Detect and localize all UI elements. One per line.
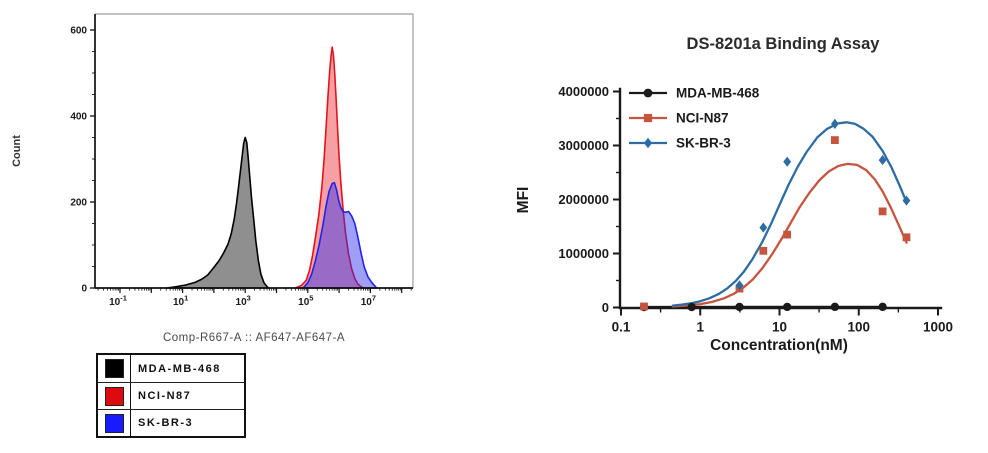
data-point-mda-mb-468 <box>687 302 696 312</box>
data-point-sk-br-3 <box>902 195 911 206</box>
legend-row: MDA-MB-468 <box>98 355 244 382</box>
histogram-areas <box>166 46 378 289</box>
legend-label-nci-n87: NCI-N87 <box>676 111 729 126</box>
data-point-nci-n87 <box>830 136 839 144</box>
data-point-nci-n87 <box>759 246 768 255</box>
legend-marker-nci-n87 <box>643 113 653 123</box>
x-tick-label: 10-1 <box>109 294 127 309</box>
histogram-area-sk-br-3 <box>302 181 378 289</box>
histogram-area-nci-n87 <box>294 46 365 289</box>
y-tick-label: 400 <box>70 112 87 123</box>
legend-label-mda-mb-468: MDA-MB-468 <box>138 362 221 375</box>
plot-frame <box>95 13 414 288</box>
left-x-axis-label: Comp-R667-A :: AF647-AF647-A <box>163 332 345 344</box>
y-tick-label: 3000000 <box>558 138 609 153</box>
legend-row: SK-BR-3 <box>98 409 244 436</box>
x-tick-label: 103 <box>236 294 251 309</box>
legend-swatch-mda-mb-468 <box>104 359 124 378</box>
flow-legend: MDA-MB-468 NCI-N87 SK-BR-3 <box>96 353 246 438</box>
data-point-sk-br-3 <box>783 156 792 167</box>
data-point-mda-mb-468 <box>830 302 840 312</box>
legend-label-mda-mb-468: MDA-MB-468 <box>676 86 760 101</box>
data-point-nci-n87 <box>878 207 887 216</box>
legend-swatch-sk-br-3 <box>104 413 124 433</box>
flow-histogram-chart: 0 200 400 600 10-1 101 103 105 107 Count Comp-R6… <box>11 13 414 344</box>
binding-assay-chart: DS-8201a Binding Assay 0 1000000 2000000 30… <box>515 35 953 354</box>
assay-legend: MDA-MB-468 NCI-N87 SK-BR-3 <box>629 86 760 151</box>
x-tick-label: 1 <box>696 320 704 335</box>
legend-label-sk-br-3: SK-BR-3 <box>138 417 194 429</box>
data-point-mda-mb-468 <box>782 302 792 312</box>
assay-points <box>639 118 911 312</box>
x-tick-label: 1000 <box>923 320 953 335</box>
data-point-sk-br-3 <box>878 154 887 166</box>
x-tick-label: 0.1 <box>612 320 631 335</box>
legend-label-sk-br-3: SK-BR-3 <box>676 136 731 151</box>
x-tick-label: 107 <box>361 294 376 309</box>
legend-label-nci-n87: NCI-N87 <box>138 390 192 402</box>
x-tick-label: 105 <box>298 294 313 309</box>
data-point-nci-n87 <box>902 233 911 242</box>
y-tick-label: 0 <box>81 284 87 295</box>
x-tick-label: 101 <box>173 294 188 309</box>
fit-curve-sk-br-3 <box>671 121 908 307</box>
legend-row: NCI-N87 <box>98 382 244 409</box>
axis-lines <box>618 87 943 310</box>
legend-marker-mda-mb-468 <box>643 88 653 98</box>
legend-marker-sk-br-3 <box>643 137 653 149</box>
data-point-sk-br-3 <box>830 118 839 129</box>
assay-axes: 0 1000000 2000000 3000000 4000000 0.1 1 10 100 10… <box>558 84 953 335</box>
chart-title: DS-8201a Binding Assay <box>687 35 881 53</box>
x-tick-label: 10 <box>772 320 787 335</box>
y-tick-label: 2000000 <box>558 192 609 207</box>
x-tick-label: 100 <box>847 320 870 335</box>
y-tick-label: 4000000 <box>558 84 609 99</box>
data-point-sk-br-3 <box>759 222 768 233</box>
data-point-mda-mb-468 <box>878 302 887 312</box>
y-tick-label: 1000000 <box>558 246 609 261</box>
fit-curve-nci-n87 <box>671 162 908 308</box>
y-tick-label: 200 <box>70 198 87 209</box>
right-y-axis-label: MFI <box>515 187 532 214</box>
legend-swatch-nci-n87 <box>104 386 124 406</box>
assay-curves <box>642 121 908 309</box>
data-point-nci-n87 <box>783 230 792 239</box>
y-tick-label: 0 <box>602 300 609 315</box>
y-tick-label: 600 <box>70 26 87 37</box>
data-point-mda-mb-468 <box>735 302 744 312</box>
histogram-area-mda-mb-468 <box>166 136 270 289</box>
right-x-axis-label: Concentration(nM) <box>710 337 848 354</box>
left-y-axis-label: Count <box>11 135 23 167</box>
data-point-nci-n87 <box>640 302 648 311</box>
data-point-sk-br-3 <box>735 280 744 291</box>
